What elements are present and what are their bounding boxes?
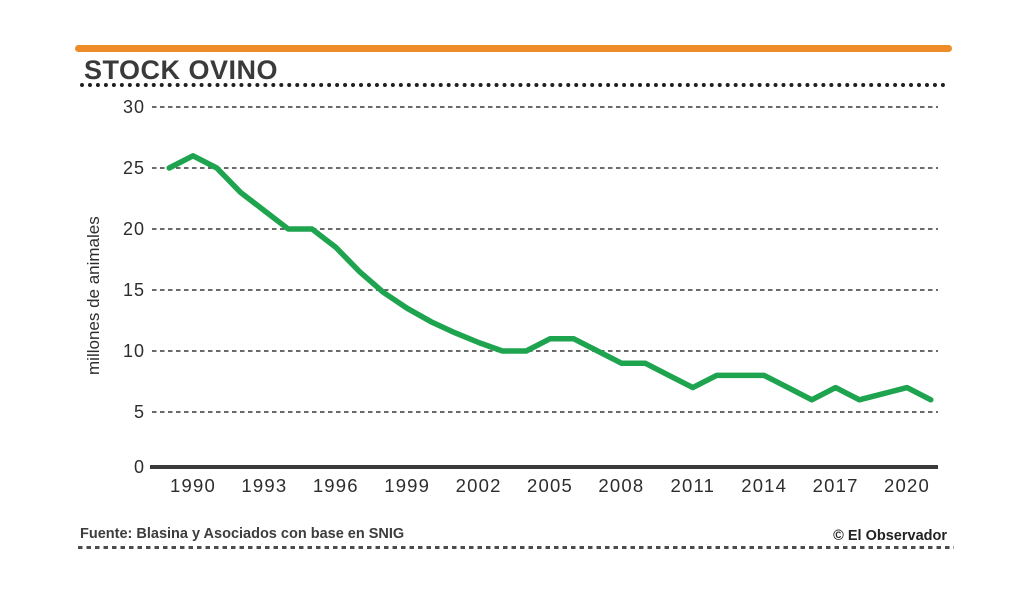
y-tick-label: 15 bbox=[123, 280, 145, 300]
footer-dashed-rule bbox=[78, 546, 954, 549]
y-tick-label: 10 bbox=[123, 341, 145, 361]
source-note: Fuente: Blasina y Asociados con base en … bbox=[80, 526, 405, 542]
y-tick-label: 30 bbox=[123, 97, 145, 117]
y-tick-label: 5 bbox=[134, 402, 145, 422]
x-tick-label: 1990 bbox=[170, 475, 216, 496]
x-tick-label: 1996 bbox=[313, 475, 359, 496]
credit-note: © El Observador bbox=[833, 528, 947, 544]
x-tick-label: 2008 bbox=[598, 475, 644, 496]
x-tick-label: 2014 bbox=[741, 475, 787, 496]
x-tick-label: 2020 bbox=[884, 475, 930, 496]
accent-bar bbox=[75, 45, 952, 52]
x-tick-label: 2002 bbox=[456, 475, 502, 496]
stock-ovino-line bbox=[166, 153, 934, 403]
y-tick-label: 25 bbox=[123, 158, 145, 178]
x-tick-label: 1993 bbox=[241, 475, 287, 496]
y-tick-label: 20 bbox=[123, 219, 145, 239]
chart-title: STOCK OVINO bbox=[84, 55, 279, 85]
x-tick-label: 2017 bbox=[813, 475, 859, 496]
title-dotted-rule bbox=[80, 83, 946, 87]
x-tick-label: 2005 bbox=[527, 475, 573, 496]
y-tick-label: 0 bbox=[134, 457, 145, 477]
x-tick-label: 1999 bbox=[384, 475, 430, 496]
x-tick-label: 2011 bbox=[671, 475, 716, 496]
